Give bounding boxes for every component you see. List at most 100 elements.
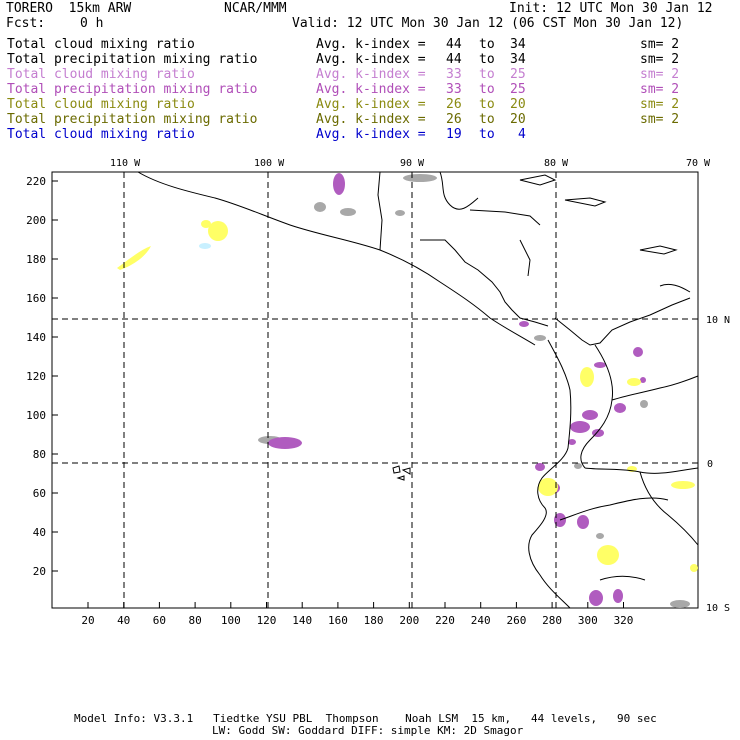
purple-precip-patch xyxy=(589,590,603,606)
purple-precip-patch xyxy=(519,321,529,327)
purple-precip-patch xyxy=(613,589,623,603)
x-tick-label: 160 xyxy=(328,614,348,627)
purple-precip-patch xyxy=(333,173,345,195)
legend-from-value: 33 xyxy=(446,82,462,97)
gray-cloud-patch xyxy=(640,400,648,408)
yellow-cloud-patch xyxy=(208,221,228,241)
lon-label: 70 W xyxy=(686,158,711,169)
grid-lines xyxy=(52,172,698,608)
yellow-cloud-patch xyxy=(671,481,695,489)
model-title: TORERO 15km ARW xyxy=(6,1,132,16)
purple-precip-patch xyxy=(570,421,590,433)
gray-cloud-patch xyxy=(670,600,690,608)
y-tick-label: 60 xyxy=(33,487,46,500)
center-name: NCAR/MMM xyxy=(224,1,287,16)
legend-k-index: Avg. k-index = xyxy=(316,82,426,97)
x-tick-label: 40 xyxy=(117,614,130,627)
gray-cloud-patch xyxy=(340,208,356,216)
footer-physics-info: LW: Godd SW: Goddard DIFF: simple KM: 2D… xyxy=(212,724,524,737)
legend-smoothing: sm= 2 xyxy=(640,97,680,112)
lon-label: 90 W xyxy=(400,158,425,169)
legend-field-name: Total cloud mixing ratio xyxy=(7,37,195,52)
legend-k-index: Avg. k-index = xyxy=(316,37,426,52)
legend-field-name: Total cloud mixing ratio xyxy=(7,97,195,112)
legend-field-name: Total cloud mixing ratio xyxy=(7,67,195,82)
legend-to-value: 25 xyxy=(510,67,526,82)
legend-to-value: 20 xyxy=(510,112,526,127)
y-tick-label: 160 xyxy=(26,292,46,305)
purple-precip-patch xyxy=(582,410,598,420)
legend-to-word: to xyxy=(479,127,495,142)
x-tick-label: 320 xyxy=(614,614,634,627)
x-tick-label: 80 xyxy=(188,614,201,627)
valid-time: Valid: 12 UTC Mon 30 Jan 12 (06 CST Mon … xyxy=(292,16,684,31)
purple-precip-patch xyxy=(535,463,545,471)
lon-label: 110 W xyxy=(110,158,141,169)
y-tick-label: 120 xyxy=(26,370,46,383)
y-tick-label: 200 xyxy=(26,214,46,227)
x-tick-label: 240 xyxy=(471,614,491,627)
legend-from-value: 44 xyxy=(446,52,462,67)
legend-to-word: to xyxy=(479,37,495,52)
x-tick-label: 260 xyxy=(506,614,526,627)
legend-k-index: Avg. k-index = xyxy=(316,112,426,127)
legend-field-name: Total precipitation mixing ratio xyxy=(7,112,258,127)
x-tick-label: 60 xyxy=(153,614,166,627)
legend-to-word: to xyxy=(479,67,495,82)
lat-label: 0 xyxy=(707,459,713,470)
legend-to-word: to xyxy=(479,112,495,127)
legend-from-value: 26 xyxy=(446,112,462,127)
init-time: Init: 12 UTC Mon 30 Jan 12 xyxy=(509,1,713,16)
yellow-cloud-patch xyxy=(117,246,151,270)
footer-model-info: Model Info: V3.3.1 Tiedtke YSU PBL Thomp… xyxy=(74,712,657,725)
yellow-cloud-patch xyxy=(627,378,641,386)
forecast-label: Fcst: xyxy=(6,16,46,31)
legend-smoothing: sm= 2 xyxy=(640,37,680,52)
legend-to-value: 4 xyxy=(518,127,526,142)
x-axis-ticks xyxy=(87,602,624,608)
x-tick-label: 20 xyxy=(81,614,94,627)
cloud-overlays xyxy=(117,173,698,608)
legend-field-name: Total precipitation mixing ratio xyxy=(7,52,258,67)
x-tick-label: 100 xyxy=(221,614,241,627)
x-tick-label: 120 xyxy=(257,614,277,627)
legend-field-name: Total cloud mixing ratio xyxy=(7,127,195,142)
legend-to-word: to xyxy=(479,97,495,112)
purple-precip-patch xyxy=(577,515,589,529)
gray-cloud-patch xyxy=(574,463,582,469)
legend-smoothing: sm= 2 xyxy=(640,67,680,82)
lat-label: 10 N xyxy=(706,315,730,326)
x-tick-label: 280 xyxy=(542,614,562,627)
legend-from-value: 44 xyxy=(446,37,462,52)
legend-from-value: 26 xyxy=(446,97,462,112)
legend-field-name: Total precipitation mixing ratio xyxy=(7,82,258,97)
purple-precip-patch xyxy=(568,439,576,445)
yellow-cloud-patch xyxy=(201,220,211,228)
yellow-cloud-patch xyxy=(538,478,558,496)
legend-to-value: 20 xyxy=(510,97,526,112)
legend-from-value: 33 xyxy=(446,67,462,82)
y-tick-label: 220 xyxy=(26,175,46,188)
lon-label: 100 W xyxy=(254,158,285,169)
gray-cloud-patch xyxy=(534,335,546,341)
map-frame xyxy=(51,171,699,609)
purple-precip-patch xyxy=(633,347,643,357)
y-tick-label: 100 xyxy=(26,409,46,422)
legend-to-value: 25 xyxy=(510,82,526,97)
x-tick-label: 200 xyxy=(399,614,419,627)
legend-from-value: 19 xyxy=(446,127,462,142)
x-tick-label: 180 xyxy=(364,614,384,627)
legend-to-value: 34 xyxy=(510,52,526,67)
light-blue-cloud-patch xyxy=(199,243,211,249)
purple-precip-patch xyxy=(614,403,626,413)
purple-precip-patch xyxy=(268,437,302,449)
legend-smoothing: sm= 2 xyxy=(640,112,680,127)
legend-k-index: Avg. k-index = xyxy=(316,52,426,67)
legend-to-word: to xyxy=(479,82,495,97)
legend-smoothing: sm= 2 xyxy=(640,82,680,97)
purple-precip-patch xyxy=(594,362,606,368)
legend-smoothing: sm= 2 xyxy=(640,52,680,67)
lon-label: 80 W xyxy=(544,158,569,169)
yellow-cloud-patch xyxy=(690,564,698,572)
